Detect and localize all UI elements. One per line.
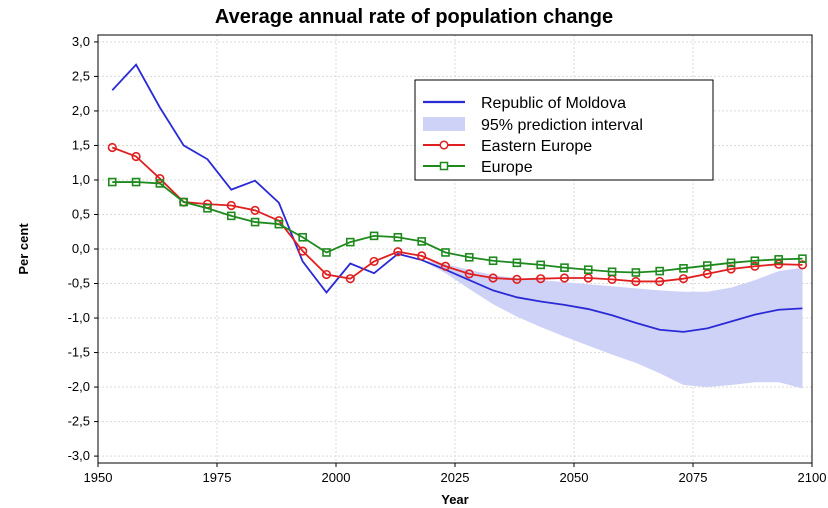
europe-point xyxy=(203,203,212,213)
europe-point xyxy=(798,254,807,263)
eastern-europe-point xyxy=(512,274,522,284)
x-tick-label: 2025 xyxy=(441,470,470,485)
eastern-europe-point xyxy=(655,276,665,287)
y-tick-label: 0,0 xyxy=(72,241,90,256)
y-tick-label: -1,5 xyxy=(68,345,90,360)
eastern-europe-point xyxy=(774,259,784,269)
y-axis-title: Per cent xyxy=(16,223,31,275)
y-tick-label: -2,0 xyxy=(68,379,90,394)
europe-point xyxy=(536,260,545,270)
europe-point xyxy=(750,256,760,266)
eastern-europe-point xyxy=(393,247,403,257)
europe-point xyxy=(345,237,355,247)
europe-point xyxy=(250,217,260,227)
eastern-europe-point xyxy=(726,264,736,274)
europe-point xyxy=(560,263,569,272)
x-tick-label: 1950 xyxy=(84,470,113,485)
europe-point xyxy=(464,252,474,262)
europe-point xyxy=(441,248,450,257)
y-tick-label: 1,0 xyxy=(72,172,90,187)
eastern-europe-point xyxy=(369,256,379,267)
eastern-europe-point xyxy=(440,261,451,271)
y-tick-label: 3,0 xyxy=(72,34,90,49)
x-tick-label: 2050 xyxy=(560,470,589,485)
y-tick-label: -3,0 xyxy=(68,448,90,463)
eastern-europe-point xyxy=(345,274,355,284)
europe-point xyxy=(655,266,664,276)
eastern-europe-point xyxy=(250,205,260,215)
x-axis-title: Year xyxy=(441,492,468,507)
eastern-europe-point xyxy=(797,260,808,270)
europe-point xyxy=(702,261,712,270)
europe-point xyxy=(155,179,165,188)
eastern-europe-point xyxy=(488,273,498,283)
legend-label: Eastern Europe xyxy=(481,138,592,155)
eastern-europe-point xyxy=(298,246,308,256)
eastern-europe-point xyxy=(321,269,332,280)
eastern-europe-point xyxy=(750,261,760,271)
y-tick-label: -2,5 xyxy=(68,414,90,429)
europe-point xyxy=(298,232,307,242)
europe-point xyxy=(488,256,498,266)
europe-point xyxy=(274,219,284,229)
eastern-europe-point xyxy=(131,151,141,162)
legend-swatch-interval xyxy=(423,117,465,131)
europe-point xyxy=(369,231,379,241)
europe-point xyxy=(726,258,736,268)
legend-label: Europe xyxy=(481,159,533,176)
europe-point xyxy=(322,248,331,257)
eastern-europe-point xyxy=(464,269,474,279)
europe-point xyxy=(512,258,522,268)
legend-marker-eastern-europe xyxy=(439,140,449,150)
europe-point xyxy=(583,265,593,275)
eastern-europe-point xyxy=(702,269,712,279)
eastern-europe-point xyxy=(583,273,593,283)
eastern-europe-point xyxy=(631,276,641,287)
x-tick-label: 2075 xyxy=(679,470,708,485)
series-line-0 xyxy=(111,63,803,333)
legend-label: 95% prediction interval xyxy=(481,117,643,134)
europe-point xyxy=(226,211,236,221)
eastern-europe-point xyxy=(559,273,570,283)
y-tick-label: 1,5 xyxy=(72,137,90,152)
europe-point xyxy=(107,177,117,187)
y-tick-label: -1,0 xyxy=(68,310,90,325)
europe-point xyxy=(179,197,188,207)
x-tick-label: 2000 xyxy=(322,470,351,485)
europe-point xyxy=(774,255,783,264)
europe-point xyxy=(607,267,617,277)
y-tick-label: 0,5 xyxy=(72,206,90,221)
legend-label: Republic of Moldova xyxy=(481,95,626,112)
eastern-europe-point xyxy=(155,173,165,184)
eastern-europe-point xyxy=(536,274,546,284)
y-tick-label: 2,5 xyxy=(72,68,90,83)
eastern-europe-point xyxy=(417,251,427,261)
europe-point xyxy=(631,268,641,277)
eastern-europe-point xyxy=(226,200,236,211)
x-tick-label: 2100 xyxy=(798,470,827,485)
y-tick-label: -0,5 xyxy=(68,276,90,291)
eastern-europe-point xyxy=(107,142,117,153)
x-tick-label: 1975 xyxy=(203,470,232,485)
y-tick-label: 2,0 xyxy=(72,103,90,118)
prediction-interval-band xyxy=(421,260,803,389)
europe-point xyxy=(131,177,141,187)
chart-title: Average annual rate of population change xyxy=(214,6,614,28)
eastern-europe-point xyxy=(678,274,689,284)
legend-marker-europe xyxy=(439,161,449,171)
europe-point xyxy=(679,264,688,273)
europe-point xyxy=(393,232,403,242)
europe-point xyxy=(417,237,426,246)
